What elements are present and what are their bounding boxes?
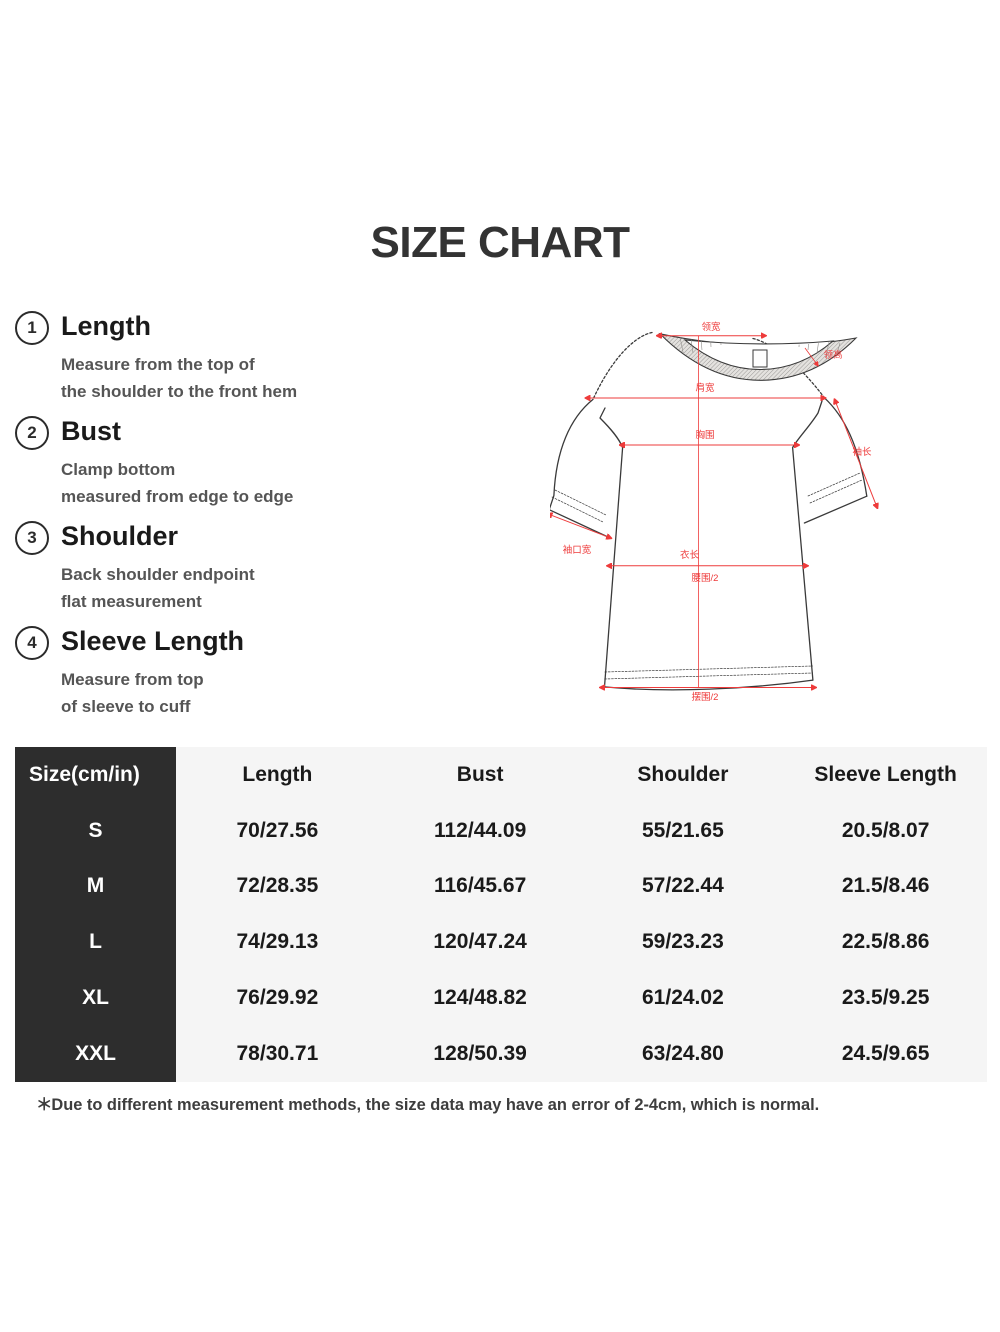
svg-text:腰围/2: 腰围/2 [692, 573, 719, 584]
svg-text:领高: 领高 [823, 349, 842, 361]
svg-text:领宽: 领宽 [701, 321, 721, 333]
svg-text:胸围: 胸围 [695, 429, 714, 441]
svg-text:袖口宽: 袖口宽 [563, 544, 592, 556]
svg-text:摆围/2: 摆围/2 [692, 691, 719, 703]
svg-text:袖长: 袖长 [852, 446, 872, 458]
svg-text:肩宽: 肩宽 [695, 382, 715, 394]
svg-text:衣长: 衣长 [680, 549, 700, 561]
